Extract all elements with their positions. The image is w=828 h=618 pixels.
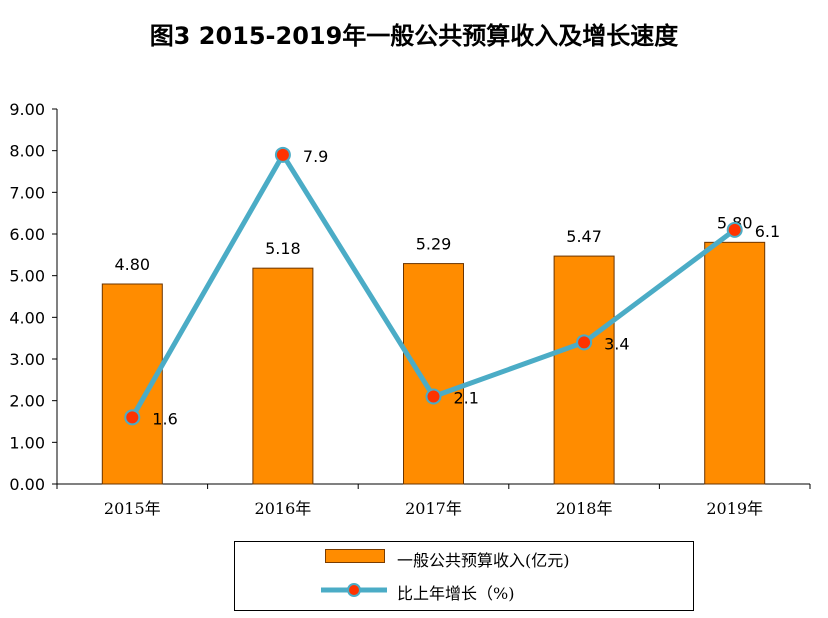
line-point: [576, 334, 593, 351]
y-tick-label: 9.00: [9, 100, 45, 119]
bar: [553, 255, 615, 485]
x-tick-label: 2015年: [104, 499, 161, 518]
bar: [704, 241, 766, 485]
x-tick-label: 2016年: [255, 499, 312, 518]
line-data-label: 1.6: [152, 409, 177, 428]
y-tick-label: 3.00: [9, 350, 45, 369]
bar: [403, 263, 464, 485]
legend-bar-label: 一般公共预算收入(亿元): [397, 551, 570, 570]
y-tick-label: 0.00: [9, 475, 45, 494]
bar-data-label: 5.47: [566, 227, 602, 246]
x-tick-label: 2018年: [556, 499, 613, 518]
line-point: [425, 388, 442, 405]
legend-line-label: 比上年增长（%): [397, 584, 515, 603]
y-tick-label: 4.00: [9, 308, 45, 327]
y-tick-label: 1.00: [9, 433, 45, 452]
line-point: [274, 146, 291, 163]
legend-line-swatch: [321, 583, 387, 597]
chart-legend: 一般公共预算收入(亿元) 比上年增长（%): [234, 541, 694, 611]
y-tick-label: 8.00: [9, 142, 45, 161]
chart-title: 图3 2015-2019年一般公共预算收入及增长速度: [149, 22, 679, 50]
line-data-label: 2.1: [454, 389, 479, 408]
line-data-label: 6.1: [755, 222, 780, 241]
y-tick-label: 7.00: [9, 183, 45, 202]
legend-bar-swatch: [325, 549, 385, 563]
y-tick-label: 6.00: [9, 225, 45, 244]
bar-data-label: 5.18: [265, 239, 301, 258]
line-point: [124, 409, 141, 426]
y-tick-label: 2.00: [9, 392, 45, 411]
line-data-label: 3.4: [604, 334, 629, 353]
y-tick-label: 5.00: [9, 267, 45, 286]
bar-data-label: 4.80: [114, 255, 150, 274]
line-point: [726, 221, 743, 238]
x-tick-label: 2019年: [706, 499, 763, 518]
x-tick-label: 2017年: [405, 499, 462, 518]
bar: [252, 267, 314, 485]
line-data-label: 7.9: [303, 147, 328, 166]
chart-plot: 0.00 1.00 2.00 3.00 4.00 5.00 6.00 7.00 8.00 9.00…: [9, 100, 811, 518]
bar-data-label: 5.29: [416, 235, 452, 254]
